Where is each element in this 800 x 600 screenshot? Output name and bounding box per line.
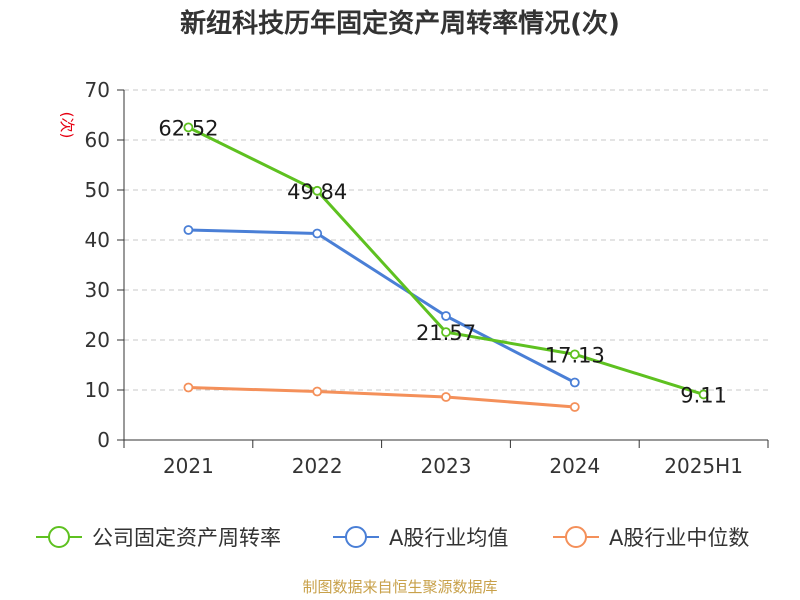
y-tick-label: 30 xyxy=(85,278,110,302)
axes: 0 10 20 30 40 50 60 70 2021 2022 2023 2024 2025H1 xyxy=(85,78,769,478)
data-label: 9.11 xyxy=(680,383,727,407)
y-tick-label: 0 xyxy=(97,428,110,452)
source-note: 制图数据来自恒生聚源数据库 xyxy=(302,578,497,596)
series-line xyxy=(188,386,575,409)
legend-marker-circle xyxy=(565,526,587,548)
data-point xyxy=(698,389,709,400)
series-line xyxy=(187,126,705,396)
y-tick-label: 70 xyxy=(85,78,110,102)
data-label: 49.84 xyxy=(287,180,347,204)
series-group xyxy=(183,122,709,412)
y-tick-label: 40 xyxy=(85,228,110,252)
y-tick-label: 50 xyxy=(85,178,110,202)
data-point xyxy=(569,402,580,412)
legend-label: A股行业中位数 xyxy=(609,526,749,550)
data-point xyxy=(312,185,323,196)
legend-label: 公司固定资产周转率 xyxy=(92,526,281,550)
data-labels: 62.52 49.84 21.57 17.13 9.11 xyxy=(158,116,727,407)
y-tick-label: 20 xyxy=(85,328,110,352)
series-line xyxy=(188,228,576,384)
data-label: 62.52 xyxy=(158,116,218,140)
data-point xyxy=(183,122,194,133)
y-tick-label: 60 xyxy=(85,128,110,152)
x-tick-label: 2021 xyxy=(163,454,214,478)
data-point xyxy=(312,386,323,397)
data-point xyxy=(183,382,194,393)
legend-label: A股行业均值 xyxy=(389,526,508,550)
legend-marker-circle xyxy=(345,526,367,548)
data-point xyxy=(183,225,194,235)
y-axis-label: (次) xyxy=(58,112,76,139)
x-tick-label: 2024 xyxy=(549,454,600,478)
data-point xyxy=(441,327,451,338)
data-label: 21.57 xyxy=(416,321,476,345)
y-tick-label: 10 xyxy=(85,378,110,402)
legend: 公司固定资产周转率 A股行业均值 A股行业中位数 xyxy=(36,526,749,550)
legend-marker-circle xyxy=(48,526,70,548)
data-point xyxy=(569,377,580,388)
x-tick-label: 2025H1 xyxy=(664,454,743,478)
data-point xyxy=(441,392,451,402)
x-tick-label: 2022 xyxy=(292,454,343,478)
data-label: 17.13 xyxy=(545,343,605,367)
data-point xyxy=(569,349,580,360)
data-point xyxy=(312,228,323,239)
chart-title: 新纽科技历年固定资产周转率情况(次) xyxy=(180,8,620,39)
data-point xyxy=(441,311,451,321)
x-tick-label: 2023 xyxy=(421,454,472,478)
